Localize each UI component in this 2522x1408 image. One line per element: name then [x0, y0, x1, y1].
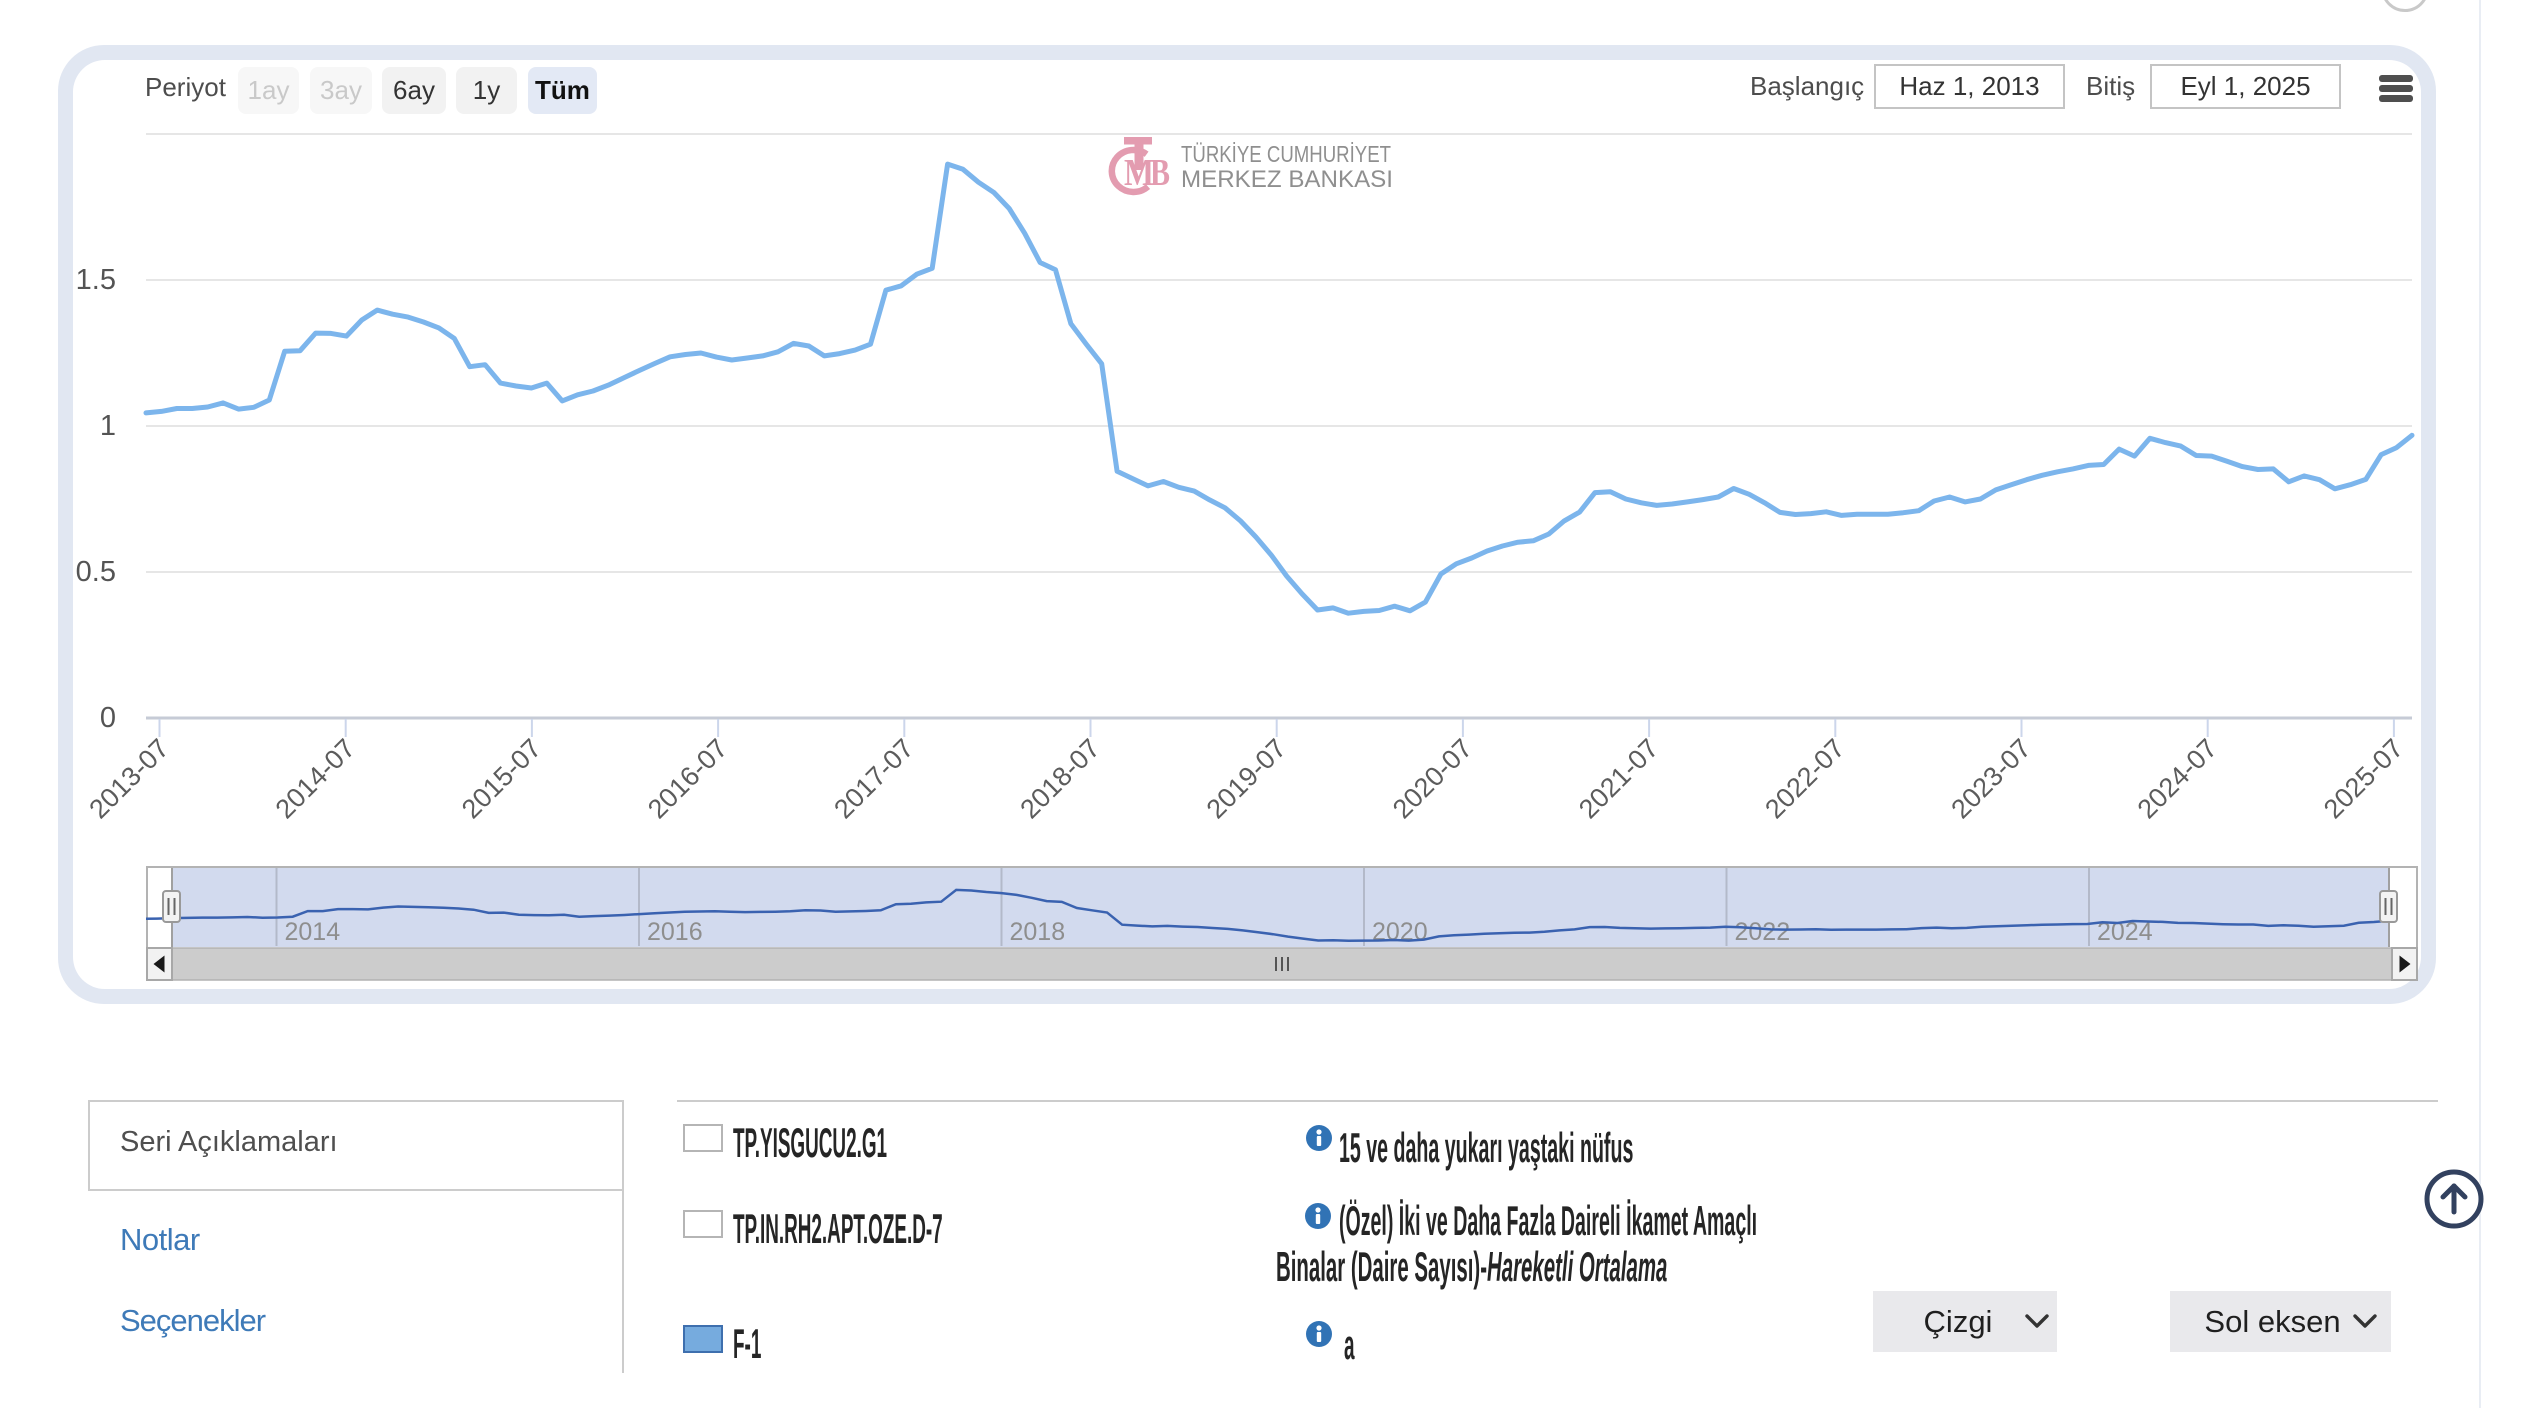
svg-text:0.5: 0.5	[76, 556, 116, 588]
svg-text:2022: 2022	[1735, 918, 1791, 946]
svg-text:2024-07: 2024-07	[2132, 733, 2223, 824]
svg-text:2022-07: 2022-07	[1759, 733, 1850, 824]
svg-text:B: B	[1150, 152, 1170, 194]
svg-text:1.5: 1.5	[76, 264, 116, 296]
svg-text:2014-07: 2014-07	[270, 733, 361, 824]
svg-text:2017-07: 2017-07	[828, 733, 919, 824]
svg-text:2014: 2014	[285, 918, 341, 946]
svg-text:M: M	[1124, 152, 1154, 194]
svg-text:0: 0	[100, 702, 116, 734]
svg-text:MERKEZ BANKASI: MERKEZ BANKASI	[1181, 166, 1393, 193]
svg-text:2016-07: 2016-07	[642, 733, 733, 824]
svg-text:2020: 2020	[1372, 918, 1428, 946]
svg-text:2015-07: 2015-07	[456, 733, 547, 824]
svg-text:2020-07: 2020-07	[1387, 733, 1478, 824]
svg-text:2019-07: 2019-07	[1201, 733, 1292, 824]
svg-text:2018-07: 2018-07	[1014, 733, 1105, 824]
svg-text:2021-07: 2021-07	[1573, 733, 1664, 824]
svg-text:2018: 2018	[1010, 918, 1066, 946]
svg-text:2025-07: 2025-07	[2318, 733, 2409, 824]
svg-text:2016: 2016	[647, 918, 703, 946]
svg-text:1: 1	[100, 410, 116, 442]
svg-text:TÜRKİYE CUMHURİYET: TÜRKİYE CUMHURİYET	[1181, 141, 1391, 167]
svg-text:2023-07: 2023-07	[1945, 733, 2036, 824]
svg-text:2013-07: 2013-07	[83, 733, 174, 824]
